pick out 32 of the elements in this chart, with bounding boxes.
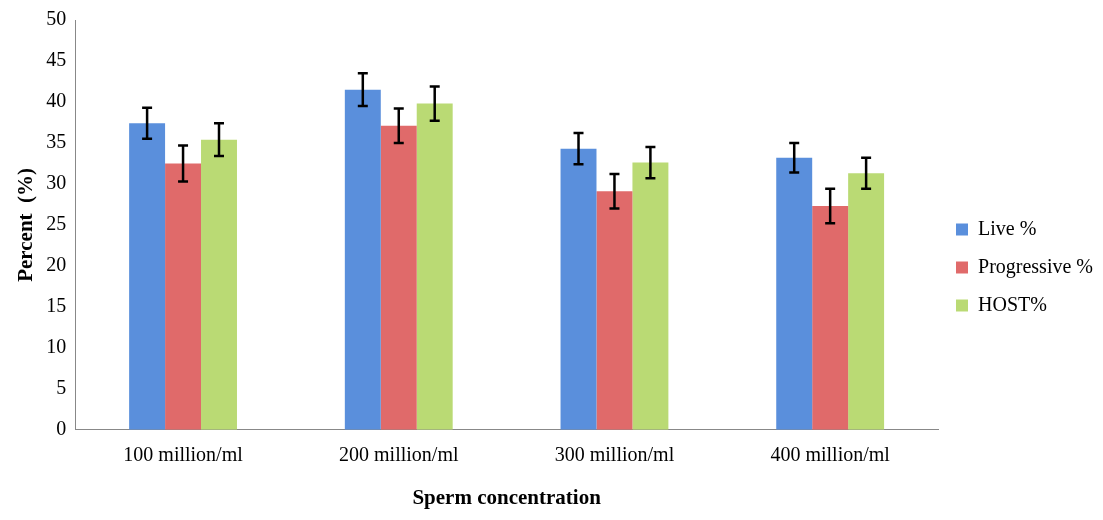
y-tick-label: 35 <box>46 130 67 153</box>
y-tick-label: 30 <box>46 171 67 194</box>
bar <box>632 162 669 430</box>
x-axis-title: Sperm concentration <box>412 484 602 509</box>
bar <box>560 148 597 430</box>
x-tick-label: 200 million/ml <box>339 443 459 466</box>
y-tick-label: 25 <box>46 212 67 235</box>
x-tick-label: 300 million/ml <box>554 443 675 466</box>
bar <box>129 123 166 430</box>
y-tick-label: 10 <box>46 335 67 358</box>
bar <box>596 191 633 430</box>
legend-label: HOST% <box>978 292 1047 315</box>
bar <box>848 173 885 430</box>
bar <box>416 103 453 430</box>
y-tick-label: 5 <box>56 376 67 399</box>
legend-label: Progressive % <box>978 254 1093 278</box>
y-tick-label: 45 <box>46 48 67 71</box>
y-tick-label: 0 <box>56 417 67 440</box>
bar <box>344 89 381 430</box>
y-tick-label: 15 <box>46 294 67 317</box>
bar <box>776 157 813 430</box>
bar <box>380 125 417 430</box>
y-tick-label: 20 <box>46 253 67 276</box>
bar <box>812 206 849 430</box>
x-tick-label: 100 million/ml <box>123 443 244 466</box>
y-axis-title: Percent (%) <box>13 167 38 282</box>
bar <box>165 163 202 430</box>
x-tick-label: 400 million/ml <box>770 443 891 466</box>
bar <box>201 139 237 430</box>
y-tick-label: 50 <box>46 7 67 30</box>
legend-label: Live % <box>978 216 1037 239</box>
y-tick-label: 40 <box>46 89 67 112</box>
